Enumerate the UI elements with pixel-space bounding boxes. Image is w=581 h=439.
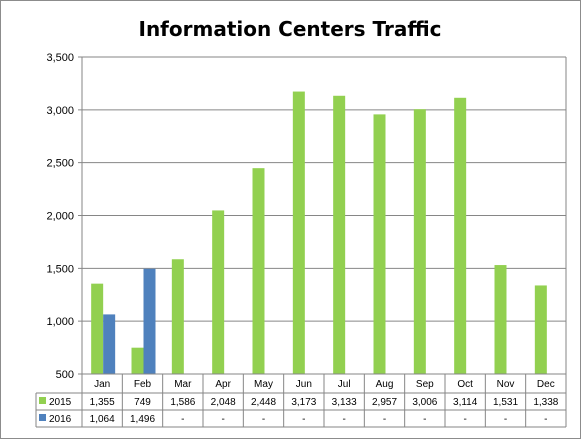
table-cell-2015: 1,586 xyxy=(170,397,195,408)
chart-title: Information Centers Traffic xyxy=(139,17,442,41)
table-cell-2015: 3,133 xyxy=(332,397,357,408)
bar-2016-jan xyxy=(103,314,116,374)
table-cell-2016: - xyxy=(504,414,507,425)
table-cell-2015: 2,048 xyxy=(211,397,236,408)
table-cell-2015: 1,338 xyxy=(533,397,558,408)
table-cell-2015: 1,531 xyxy=(493,397,518,408)
x-tick-label: Jan xyxy=(94,379,110,390)
bar-2015-apr xyxy=(212,210,225,374)
x-tick-label: Feb xyxy=(134,379,152,390)
table-cell-2016: - xyxy=(181,414,184,425)
y-tick-label: 1,500 xyxy=(46,263,74,275)
table-cell-2016: - xyxy=(342,414,345,425)
table-cell-2016: - xyxy=(383,414,386,425)
y-tick-label: 1,000 xyxy=(46,316,74,328)
data-table: Jan Feb Mar Apr May Jun Jul Aug Sep Oct Nov Dec 2015… xyxy=(35,373,567,428)
bars xyxy=(91,91,547,375)
y-tick-label: 2,000 xyxy=(46,211,74,223)
table-cell-2016: - xyxy=(423,414,426,425)
y-axis: 500 1,000 1,500 2,000 2,500 3,000 3,500 xyxy=(46,52,567,381)
table-cell-2015: 3,173 xyxy=(291,397,316,408)
bar-2015-mar xyxy=(171,259,184,374)
x-tick-label: Jul xyxy=(338,379,351,390)
table-cell-2015: 749 xyxy=(134,397,151,408)
y-tick-label: 3,500 xyxy=(46,52,74,64)
bar-2015-jun xyxy=(292,91,305,374)
bar-2015-feb xyxy=(131,347,144,374)
x-tick-label: Jun xyxy=(296,379,312,390)
series-name-2016: 2016 xyxy=(49,414,72,425)
legend-key-2015 xyxy=(39,397,46,404)
bar-2015-dec xyxy=(534,285,547,374)
table-cell-2015: 3,006 xyxy=(412,397,437,408)
bar-2015-nov xyxy=(494,265,507,374)
bar-2015-jul xyxy=(333,95,346,374)
y-tick-label: 3,000 xyxy=(46,105,74,117)
x-tick-label: May xyxy=(254,379,273,390)
table-cell-2015: 1,355 xyxy=(90,397,115,408)
bar-2015-may xyxy=(252,168,265,374)
x-tick-label: Mar xyxy=(174,379,192,390)
table-cell-2016: - xyxy=(221,414,224,425)
gridlines xyxy=(78,56,566,375)
x-tick-label: Aug xyxy=(376,379,394,390)
table-cell-2015: 3,114 xyxy=(453,397,478,408)
table-cell-2016: - xyxy=(544,414,547,425)
table-cell-2016: - xyxy=(262,414,265,425)
table-cell-2015: 2,448 xyxy=(251,397,276,408)
y-tick-label: 500 xyxy=(56,369,74,381)
bar-2015-jan xyxy=(91,283,104,374)
x-tick-label: Sep xyxy=(416,379,434,390)
table-cell-2016: - xyxy=(463,414,466,425)
table-cell-2016: - xyxy=(302,414,305,425)
table-cell-2015: 2,957 xyxy=(372,397,397,408)
x-tick-label: Apr xyxy=(215,379,231,390)
x-tick-label: Nov xyxy=(497,379,515,390)
table-cell-2016: 1,496 xyxy=(130,414,155,425)
x-tick-label: Dec xyxy=(537,379,555,390)
y-tick-label: 2,500 xyxy=(46,158,74,170)
bar-2015-oct xyxy=(454,97,467,375)
series-name-2015: 2015 xyxy=(49,397,72,408)
bar-2015-aug xyxy=(373,114,386,374)
table-cell-2016: 1,064 xyxy=(90,414,115,425)
bar-2016-feb xyxy=(143,268,156,374)
bar-2015-sep xyxy=(413,109,426,374)
legend-key-2016 xyxy=(39,414,46,421)
x-tick-label: Oct xyxy=(457,379,473,390)
